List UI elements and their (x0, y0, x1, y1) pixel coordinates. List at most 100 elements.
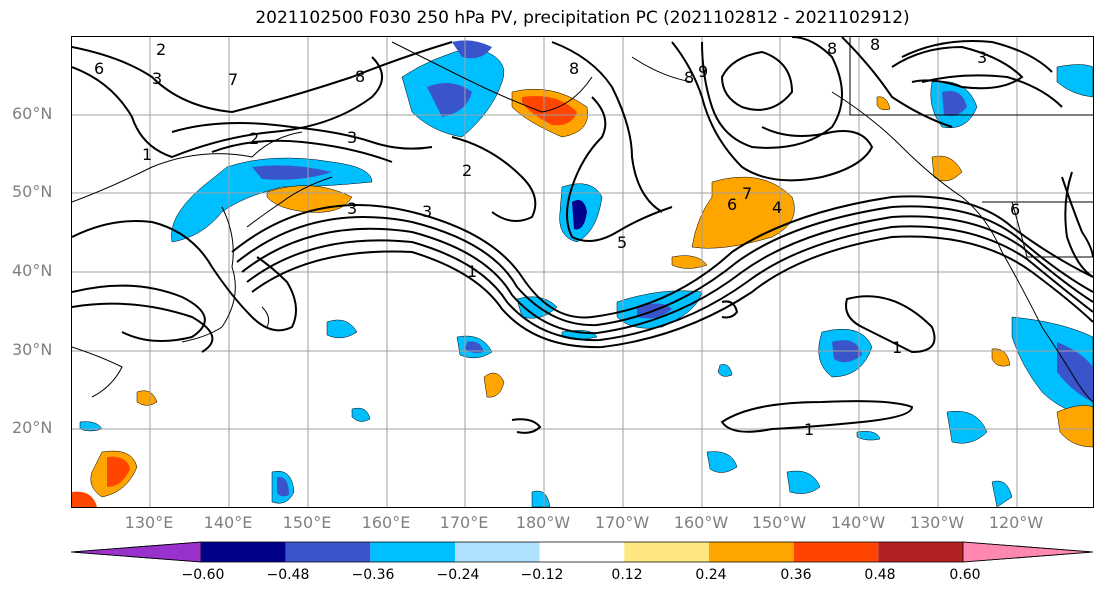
contour-label: 6 (94, 59, 104, 78)
precip-anomaly-negative (1056, 64, 1093, 98)
contour-label: 3 (347, 128, 357, 147)
colorbar-tick-label: 0.12 (611, 567, 643, 583)
lat-label-30n: 30°N (12, 340, 53, 359)
pv-contour (721, 300, 739, 319)
colorbar-tick-label: −0.48 (266, 567, 310, 583)
pv-contour (566, 96, 673, 242)
contour-label: 8 (355, 67, 365, 86)
pv-contour (511, 418, 542, 434)
pv-contour (720, 50, 794, 111)
lon-label-130w: 130°W (909, 513, 965, 532)
coastlines (72, 37, 1093, 403)
precip-anomaly-negative (427, 83, 472, 117)
precip-anomaly-positive (1056, 405, 1093, 448)
lon-label-160e: 160°E (361, 513, 411, 532)
pv-contour (451, 136, 537, 222)
precip-anomaly-negative (79, 421, 103, 432)
lat-label-60n: 60°N (12, 104, 53, 123)
precip-anomaly-negative (991, 480, 1013, 507)
contour-label: 8 (870, 37, 880, 54)
precip-anomaly-negative (531, 490, 551, 507)
lon-label-120w: 120°W (988, 513, 1044, 532)
contour-label: 6 (1010, 200, 1020, 219)
precip-anomaly-negative (706, 451, 738, 473)
contour-label: 3 (977, 48, 987, 67)
contour-label: 7 (228, 70, 238, 89)
chart-title: 2021102500 F030 250 hPa PV, precipitatio… (255, 8, 910, 28)
precip-anomaly-positive (107, 456, 130, 487)
precip-anomaly-positive (136, 390, 158, 406)
precip-anomaly-negative (572, 199, 587, 230)
precip-anomaly-negative (856, 431, 881, 441)
colorbar-segment (370, 542, 455, 562)
contour-label: 7 (742, 184, 752, 203)
pv-contour (891, 45, 1024, 90)
precip-anomaly-positive (671, 255, 708, 269)
contour-label: 2 (156, 40, 166, 59)
contour-label: 8 (684, 68, 694, 87)
lon-label-180w: 180°W (515, 513, 571, 532)
colorbar-segment (878, 542, 963, 562)
coastline (631, 56, 693, 83)
contour-label: 6 (727, 195, 737, 214)
pv-contour (701, 37, 843, 149)
lon-label-150e: 150°E (282, 513, 332, 532)
precip-anomaly-negative (452, 40, 492, 59)
contour-label: 1 (467, 262, 477, 281)
precip-anomaly-negative (786, 470, 821, 494)
colorbar-extend-high (962, 541, 1094, 563)
lon-label-140e: 140°E (203, 513, 253, 532)
colorbar-segment (539, 542, 625, 562)
coastline (246, 176, 333, 228)
coastline (391, 41, 593, 113)
colorbar-tick-label: −0.36 (351, 567, 395, 583)
coastline (1001, 251, 1093, 403)
contour-label: 3 (152, 69, 162, 88)
pv-contour (246, 225, 1093, 342)
colorbar-tick-label: −0.12 (520, 567, 564, 583)
contour-label: 5 (617, 233, 627, 252)
pv-contour (211, 139, 393, 163)
contour-label: 9 (698, 62, 708, 81)
contour-label: 2 (462, 161, 472, 180)
precip-anomaly-positive (931, 155, 963, 182)
lon-label-170e: 170°E (439, 513, 489, 532)
precip-anomaly-positive (991, 348, 1011, 367)
lon-label-150w: 150°W (751, 513, 807, 532)
coastline (261, 306, 270, 328)
lon-label-140w: 140°W (830, 513, 886, 532)
coastline (72, 346, 123, 398)
precip-anomaly-negative (717, 364, 733, 377)
colorbar-tick-label: −0.60 (181, 567, 225, 583)
lon-label-160w: 160°W (673, 513, 729, 532)
lat-label-50n: 50°N (12, 182, 53, 201)
precip-anomaly-positive (266, 185, 353, 213)
precip-anomaly-negative (465, 341, 484, 353)
precip-anomaly-negative (277, 476, 289, 497)
colorbar-segment (201, 542, 286, 562)
pv-contour (671, 41, 874, 182)
colorbar-tick-label: 0.60 (949, 567, 981, 583)
contour-label: 4 (772, 198, 782, 217)
coastline (1011, 201, 1093, 258)
pv-contour (1061, 176, 1093, 258)
colorbar-segment (624, 542, 709, 562)
colorbar (71, 541, 1094, 563)
pv-contour (251, 235, 1093, 349)
pv-contour (551, 41, 663, 213)
lon-label-170w: 170°W (594, 513, 650, 532)
contour-label: 1 (804, 420, 814, 439)
pv-contour (845, 295, 936, 354)
precip-anomaly-negative (946, 410, 988, 444)
precip-anomaly-negative (1057, 342, 1093, 402)
pv-contour (901, 40, 1053, 73)
precip-anomaly-negative (171, 157, 373, 243)
precip-anomaly-negative (351, 407, 371, 422)
coastline (831, 91, 1003, 253)
contour-label: 3 (422, 202, 432, 221)
precipitation-shading (72, 40, 1093, 507)
colorbar-tick-label: 0.36 (780, 567, 812, 583)
